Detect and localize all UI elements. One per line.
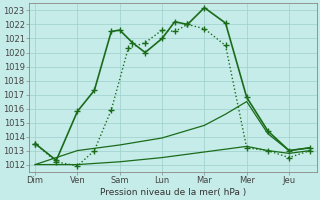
X-axis label: Pression niveau de la mer( hPa ): Pression niveau de la mer( hPa ) [100, 188, 246, 197]
